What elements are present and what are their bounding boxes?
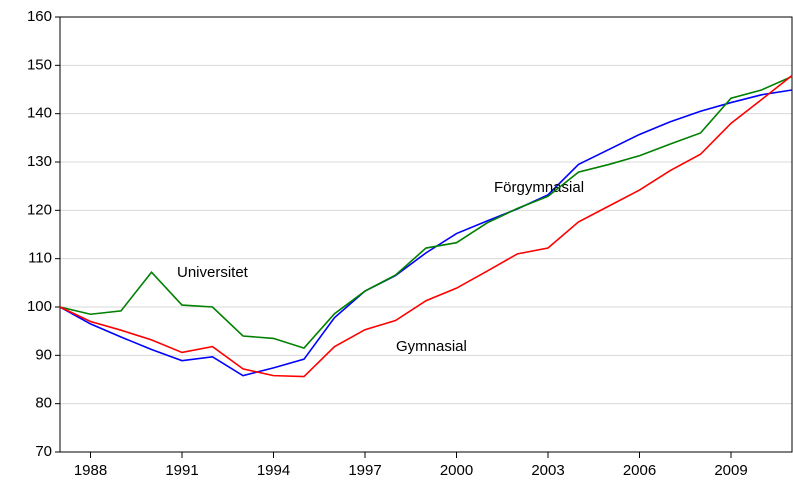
x-tick-label: 1988 xyxy=(74,462,107,479)
plot-frame xyxy=(59,16,793,453)
series-label: Gymnasial xyxy=(396,338,467,355)
x-tick-label: 1997 xyxy=(348,462,381,479)
series-label: Förgymnasial xyxy=(494,179,584,196)
y-tick-label: 80 xyxy=(35,395,52,412)
y-tick-label: 110 xyxy=(28,250,52,267)
series-line xyxy=(59,75,793,350)
y-tick-label: 90 xyxy=(35,346,52,363)
y-tick-label: 130 xyxy=(27,153,52,170)
y-tick-label: 160 xyxy=(27,8,52,25)
x-tick-label: 2006 xyxy=(623,462,656,479)
x-tick-label: 2003 xyxy=(531,462,564,479)
x-tick-label: 2000 xyxy=(440,462,473,479)
y-tick-label: 140 xyxy=(27,105,52,122)
series-line xyxy=(59,89,793,377)
x-tick-label: 2009 xyxy=(714,462,747,479)
x-tick-label: 1991 xyxy=(165,462,198,479)
y-tick-label: 70 xyxy=(35,443,52,460)
x-tick-label: 1994 xyxy=(257,462,290,479)
y-tick-label: 120 xyxy=(27,201,52,218)
y-tick-label: 100 xyxy=(27,298,52,315)
series-label: Universitet xyxy=(177,264,249,281)
series-line xyxy=(59,74,793,378)
y-tick-label: 150 xyxy=(27,56,52,73)
